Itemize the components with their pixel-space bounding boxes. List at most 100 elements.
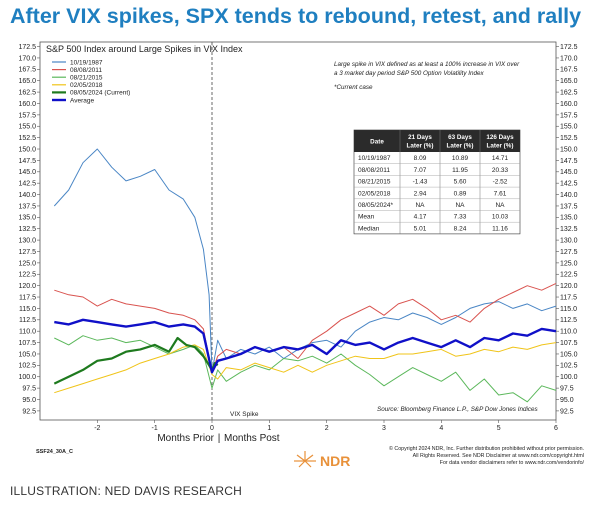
table-cell: 08/05/2024*	[358, 202, 394, 209]
legend-label: 08/21/2015	[70, 75, 103, 82]
table-border	[353, 129, 521, 235]
ndr-logo: NDR	[294, 451, 350, 469]
legend-label: 08/05/2024 (Current)	[70, 90, 130, 97]
table-cell: 11.16	[492, 225, 508, 232]
y-tick-label: 150.0	[18, 146, 36, 153]
vix-spike-label: VIX Spike	[230, 411, 259, 418]
y-tick-label: 117.5	[19, 294, 36, 301]
x-axis: -2 -1 0 1 2 3 4 5 6	[94, 420, 558, 432]
x-tick-label: 3	[382, 425, 386, 432]
y-tick-label: 140.0	[560, 192, 578, 199]
y-tick-label: 130.0	[18, 238, 36, 245]
y-tick-label: 155.0	[18, 124, 36, 131]
y-tick-label: 135.0	[560, 215, 578, 222]
y-tick-label: 95.0	[560, 397, 574, 404]
table-cell: NA	[495, 202, 505, 209]
table-cell: 11.95	[452, 167, 468, 174]
y-tick-label: 142.5	[18, 181, 36, 188]
table-header-cell: 21 Days	[408, 134, 432, 141]
y-tick-label: 92.5	[560, 408, 574, 415]
y-tick-label: 107.5	[560, 340, 578, 347]
y-tick-label: 145.0	[560, 169, 578, 176]
y-tick-label: 112.5	[19, 317, 36, 324]
x-label-post: Months Post	[224, 433, 280, 444]
table-header-cell: Later (%)	[447, 143, 474, 150]
y-tick-label: 132.5	[560, 226, 578, 233]
y-tick-label: 135.0	[18, 215, 36, 222]
legend-label: 08/08/2011	[70, 67, 102, 74]
x-label-prior: Months Prior	[157, 433, 214, 444]
y-tick-label: 127.5	[560, 249, 578, 256]
y-tick-label: 137.5	[18, 203, 36, 210]
y-tick-label: 147.5	[18, 158, 36, 165]
chart-code: SSF24_30A_C	[36, 449, 73, 455]
y-tick-label: 105.0	[560, 351, 578, 358]
y-tick-label: 152.5	[18, 135, 36, 142]
table-cell: 7.61	[494, 190, 507, 197]
y-axis-left: 92.5 95.0 97.5 100.0 102.5 105.0 107.5 110.0 112…	[18, 44, 40, 415]
legend: 10/19/198708/08/201108/21/201502/05/2018…	[52, 59, 130, 104]
series-line-4	[53, 336, 219, 385]
table-cell: NA	[455, 202, 465, 209]
y-tick-label: 167.5	[18, 67, 36, 74]
y-tick-label: 167.5	[560, 67, 578, 74]
y-tick-label: 160.0	[18, 101, 36, 108]
table-cell: 10.89	[452, 155, 469, 162]
y-tick-label: 110.0	[560, 329, 577, 336]
current-case-note: *Current case	[334, 84, 373, 91]
x-label-divider: |	[218, 433, 221, 444]
legend-label: 02/05/2018	[70, 82, 103, 89]
y-tick-label: 145.0	[18, 169, 36, 176]
legend-label: 10/19/1987	[70, 59, 103, 66]
source-note: Source: Bloomberg Finance L.P., S&P Dow …	[377, 406, 539, 413]
y-tick-label: 125.0	[18, 260, 36, 267]
y-tick-label: 165.0	[560, 78, 578, 85]
series-line-2	[54, 335, 557, 403]
y-tick-label: 125.0	[560, 260, 578, 267]
series-group	[53, 148, 557, 403]
x-tick-label: 2	[325, 425, 329, 432]
headline: After VIX spikes, SPX tends to rebound, …	[10, 4, 582, 28]
y-tick-label: 172.5	[18, 44, 36, 51]
x-tick-label: 1	[267, 425, 271, 432]
y-tick-label: 132.5	[18, 226, 36, 233]
y-tick-label: 92.5	[22, 408, 36, 415]
table-cell: 14.71	[492, 155, 509, 162]
image-caption: ILLUSTRATION: NED DAVIS RESEARCH	[10, 484, 242, 498]
sunburst-icon	[294, 451, 316, 468]
table-header-cell: Date	[370, 139, 384, 146]
y-tick-label: 142.5	[560, 181, 578, 188]
y-tick-label: 165.0	[18, 78, 36, 85]
table-cell: 10/19/1987	[358, 155, 391, 162]
plot-frame	[39, 41, 557, 421]
table-cell: 5.01	[414, 225, 427, 232]
table-cell: 10.03	[492, 214, 509, 221]
y-tick-label: 102.5	[18, 363, 36, 370]
ndr-logo-text: NDR	[320, 453, 350, 469]
y-tick-label: 117.5	[560, 294, 577, 301]
table-cell: NA	[415, 202, 425, 209]
y-tick-label: 162.5	[560, 89, 578, 96]
y-tick-label: 97.5	[560, 386, 574, 393]
y-tick-label: 97.5	[22, 386, 36, 393]
y-tick-label: 102.5	[560, 363, 578, 370]
y-tick-label: 160.0	[560, 101, 578, 108]
y-tick-label: 100.0	[18, 374, 36, 381]
y-tick-label: 155.0	[560, 124, 578, 131]
series-line-5	[54, 318, 557, 374]
copyright-line-3: For data vendor disclaimers refer to www…	[440, 460, 585, 466]
table-cell: 7.07	[414, 167, 427, 174]
x-tick-label: -2	[94, 425, 100, 432]
definition-note-line-1: Large spike in VIX defined as at least a…	[334, 61, 520, 68]
table-cell: 4.17	[414, 214, 427, 221]
x-tick-label: 6	[554, 425, 558, 432]
table-cell: Mean	[358, 214, 375, 221]
y-tick-label: 107.5	[18, 340, 36, 347]
table-cell: 08/21/2015	[358, 179, 391, 186]
table-cell: 20.33	[492, 167, 509, 174]
table-cell: 8.24	[454, 225, 467, 232]
y-tick-label: 110.0	[19, 329, 36, 336]
table-header-bg	[354, 130, 520, 152]
y-tick-label: 130.0	[560, 238, 578, 245]
